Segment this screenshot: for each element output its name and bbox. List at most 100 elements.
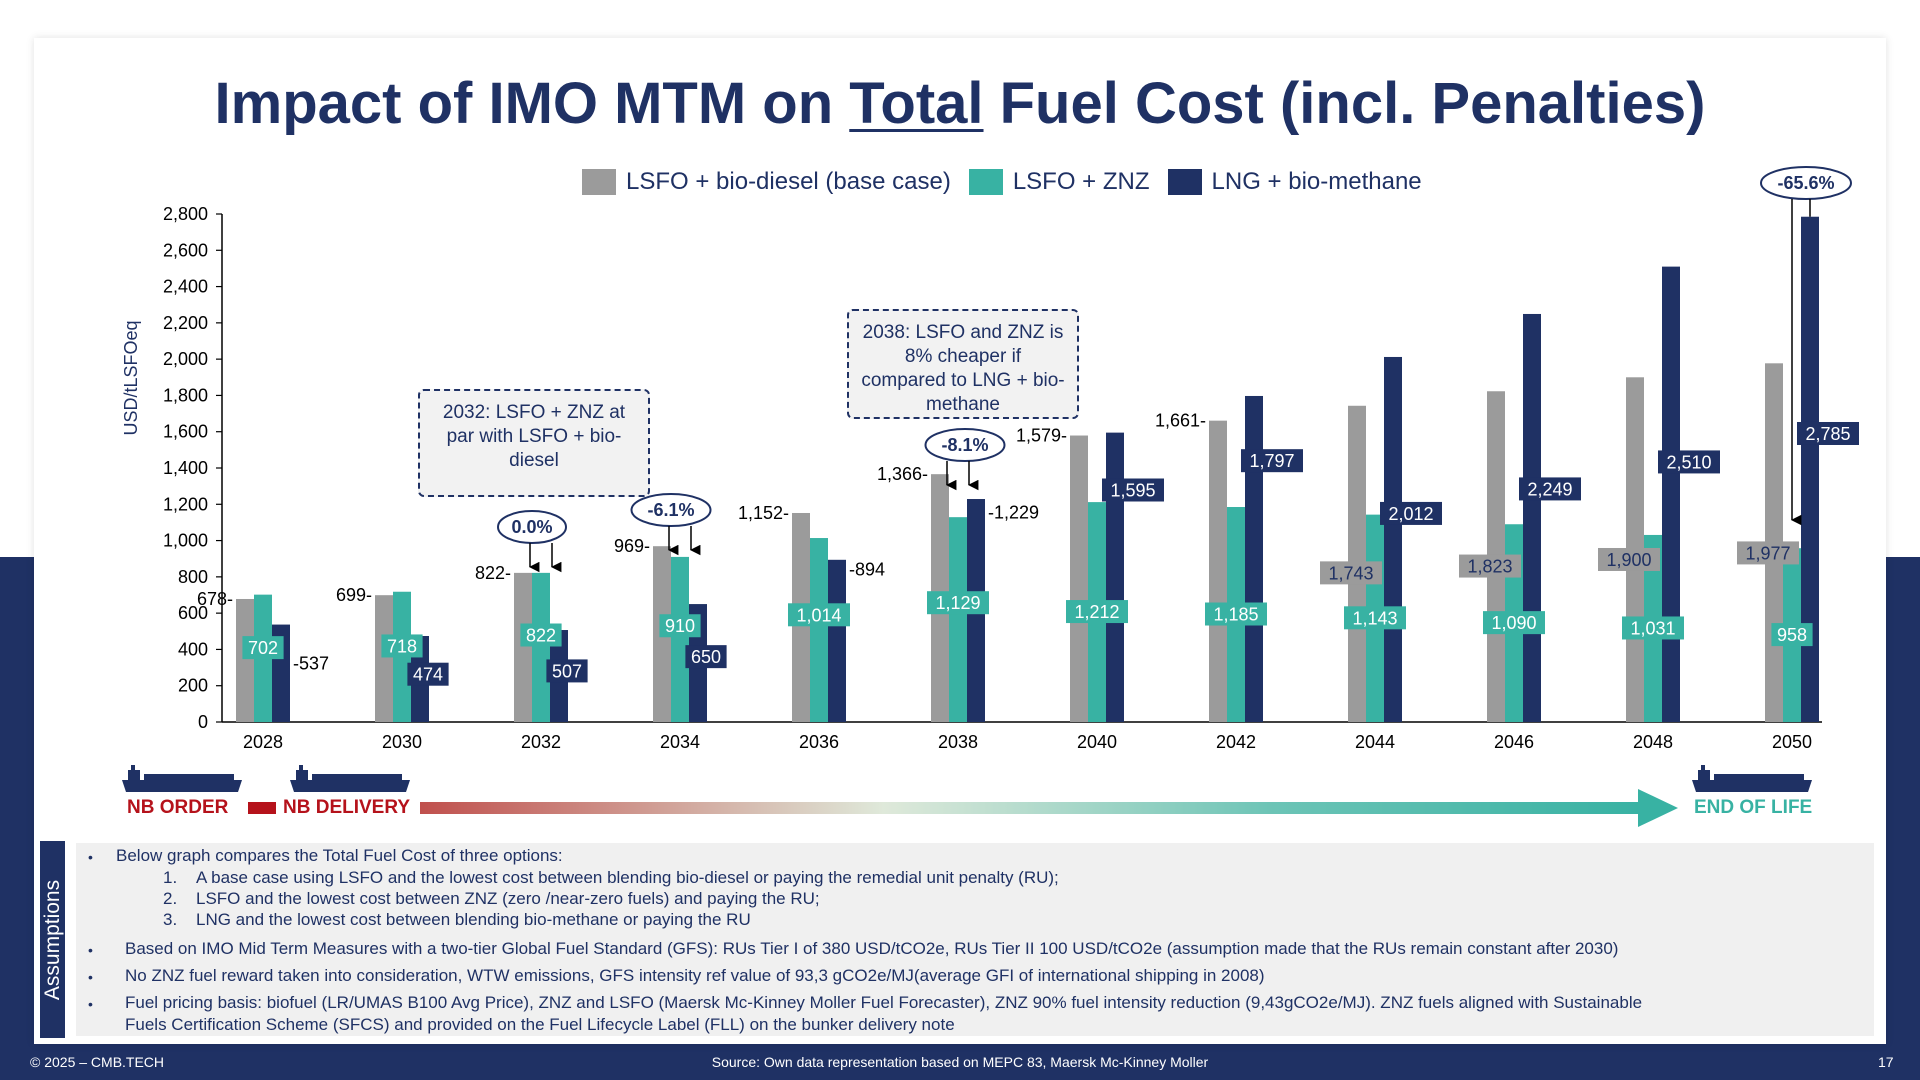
data-label: 1,900 [1606, 550, 1651, 570]
x-tick-label: 2036 [799, 732, 839, 752]
assumption-bullet-4-line1: Fuel pricing basis: biofuel (LR/UMAS B10… [125, 993, 1643, 1012]
data-label: 699- [336, 585, 372, 605]
assumptions-panel [76, 843, 1874, 1036]
x-tick-label: 2028 [243, 732, 283, 752]
data-label-box [1771, 623, 1813, 647]
data-label: 2,785 [1805, 424, 1850, 444]
y-tick-label: 600 [178, 603, 208, 623]
y-tick-label: 800 [178, 567, 208, 587]
data-label-box [1320, 561, 1382, 585]
data-label: -537 [293, 654, 329, 674]
callout-ellipse [497, 510, 567, 544]
legend-item-base: LSFO + bio-diesel (base case) [582, 168, 951, 196]
data-label-box [685, 645, 727, 669]
bar-lng [1801, 216, 1819, 722]
data-label-box [1598, 547, 1660, 571]
data-label: 507 [552, 661, 582, 681]
bullet-dot: • [88, 942, 93, 958]
data-label-box [1380, 501, 1442, 525]
bullet-dot: • [88, 996, 93, 1012]
ship-icon [290, 765, 410, 792]
assumption-bullet-4-line2: Fuels Certification Scheme (SFCS) and pr… [125, 1015, 955, 1034]
y-tick-label: 0 [198, 712, 208, 732]
data-label: 1,129 [935, 593, 980, 613]
data-label: -894 [849, 560, 885, 580]
assumptions-tab: Assumptions [40, 841, 65, 1038]
ship-icon [1692, 765, 1812, 792]
data-label-box [1797, 421, 1859, 445]
data-label-box [1205, 602, 1267, 626]
source-note: Source: Own data representation based on… [711, 1054, 1209, 1070]
data-label: 1,797 [1249, 451, 1294, 471]
legend-item-lng: LNG + bio-methane [1167, 168, 1422, 196]
assumptions-tab-label: Assumptions [40, 879, 64, 1000]
callout-label: -8.1% [941, 435, 988, 455]
y-tick-label: 2,800 [163, 204, 208, 224]
legend-swatch-navy [1167, 169, 1202, 195]
data-label: 678- [197, 589, 233, 609]
y-tick-label: 1,200 [163, 494, 208, 514]
x-tick-label: 2044 [1355, 732, 1395, 752]
bullet-dot: • [88, 969, 93, 985]
option-text: LNG and the lowest cost between blending… [196, 910, 751, 929]
x-tick-label: 2038 [938, 732, 978, 752]
data-label: 1,090 [1491, 613, 1536, 633]
callout-ellipse [630, 493, 712, 527]
assumption-bullet-3: No ZNZ fuel reward taken into considerat… [125, 966, 1265, 985]
bar-base [1070, 435, 1088, 722]
x-tick-label: 2042 [1216, 732, 1256, 752]
data-label: 822- [475, 563, 511, 583]
data-label: 1,143 [1352, 608, 1397, 628]
option-text: A base case using LSFO and the lowest co… [196, 868, 1059, 887]
data-label: 1,579- [1016, 426, 1067, 446]
data-label: 702 [248, 638, 278, 658]
y-tick-label: 2,000 [163, 349, 208, 369]
y-tick-label: 1,000 [163, 531, 208, 551]
data-label: -1,229 [988, 502, 1039, 522]
legend-label-base: LSFO + bio-diesel (base case) [626, 168, 951, 195]
data-label-box [520, 623, 562, 647]
nb-delivery-label: NB DELIVERY [283, 797, 411, 818]
chart-legend: LSFO + bio-diesel (base case) LSFO + ZNZ… [582, 168, 1440, 196]
timeline-arrow-head [1638, 789, 1678, 827]
bar-znz [949, 517, 967, 722]
data-label: 1,595 [1110, 480, 1155, 500]
page-number: 17 [1878, 1054, 1894, 1070]
data-label: 1,823 [1467, 557, 1512, 577]
callout-label: -6.1% [647, 500, 694, 520]
bar-lng [828, 559, 846, 722]
callout-ellipse [924, 428, 1006, 462]
bar-lng [1523, 313, 1541, 722]
data-label-box [1459, 554, 1521, 578]
data-label-box [1241, 449, 1303, 473]
callout-ellipse [1760, 166, 1852, 200]
bar-lng [1384, 356, 1402, 722]
data-label-box [1483, 611, 1545, 635]
callout-label: -65.6% [1777, 173, 1834, 193]
bar-lng [1662, 266, 1680, 722]
option-text: LSFO and the lowest cost between ZNZ (ze… [196, 889, 820, 908]
bullet-dot: • [88, 849, 93, 865]
data-label: 718 [387, 636, 417, 656]
bar-znz [532, 572, 550, 722]
data-label-box [1658, 450, 1720, 474]
y-tick-label: 1,800 [163, 385, 208, 405]
data-label-box [1066, 600, 1128, 624]
data-label: 1,185 [1213, 605, 1258, 625]
data-label-box [546, 659, 588, 683]
x-tick-label: 2050 [1772, 732, 1812, 752]
data-label: 1,743 [1328, 563, 1373, 583]
data-label-box [788, 603, 850, 627]
copyright: © 2025 – CMB.TECH [30, 1054, 165, 1070]
data-label-box [1737, 541, 1799, 565]
data-label: 958 [1777, 625, 1807, 645]
data-label: 1,366- [877, 464, 928, 484]
legend-swatch-grey [582, 169, 616, 195]
x-tick-label: 2034 [660, 732, 700, 752]
y-tick-label: 2,400 [163, 277, 208, 297]
option-number: 1. [163, 868, 178, 887]
data-label-box [381, 634, 423, 658]
assumption-intro: Below graph compares the Total Fuel Cost… [116, 846, 563, 865]
y-tick-label: 2,200 [163, 313, 208, 333]
data-label: 910 [665, 616, 695, 636]
